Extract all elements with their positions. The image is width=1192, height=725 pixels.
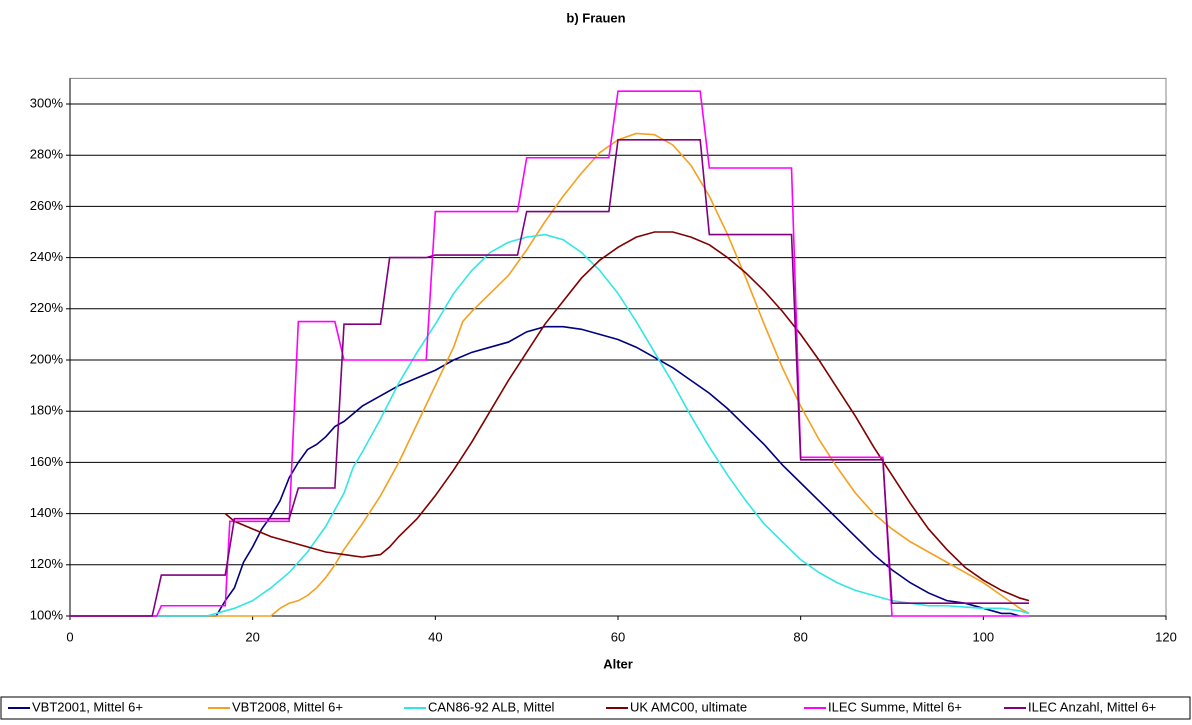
y-tick-label: 240% (30, 249, 64, 264)
y-tick-label: 100% (30, 607, 64, 622)
y-tick-label: 260% (30, 198, 64, 213)
legend-label: ILEC Anzahl, Mittel 6+ (1028, 699, 1156, 714)
x-tick-label: 40 (428, 629, 442, 644)
y-tick-label: 280% (30, 147, 64, 162)
y-tick-label: 140% (30, 505, 64, 520)
x-tick-label: 20 (245, 629, 259, 644)
x-axis-label: Alter (603, 656, 633, 671)
x-tick-label: 0 (66, 629, 73, 644)
y-tick-label: 160% (30, 454, 64, 469)
legend-label: CAN86-92 ALB, Mittel (428, 699, 555, 714)
y-tick-label: 220% (30, 300, 64, 315)
series-line (70, 132, 1030, 617)
legend-box (0, 696, 1191, 720)
legend-label: VBT2008, Mittel 6+ (232, 699, 343, 714)
legend-label: VBT2001, Mittel 6+ (32, 699, 143, 714)
series-line (70, 325, 1021, 617)
y-tick-label: 200% (30, 351, 64, 366)
series-line (224, 231, 1030, 602)
plot-area (69, 77, 1167, 617)
x-tick-label: 100 (972, 629, 994, 644)
legend-label: ILEC Summe, Mittel 6+ (828, 699, 962, 714)
series-line (70, 139, 1029, 617)
y-tick-label: 300% (30, 95, 64, 110)
y-tick-label: 120% (30, 556, 64, 571)
legend-label: UK AMC00, ultimate (630, 699, 747, 714)
x-tick-label: 80 (793, 629, 807, 644)
x-tick-label: 120 (1155, 629, 1177, 644)
x-tick-label: 60 (611, 629, 625, 644)
y-tick-label: 180% (30, 403, 64, 418)
chart-title: b) Frauen (566, 10, 625, 25)
